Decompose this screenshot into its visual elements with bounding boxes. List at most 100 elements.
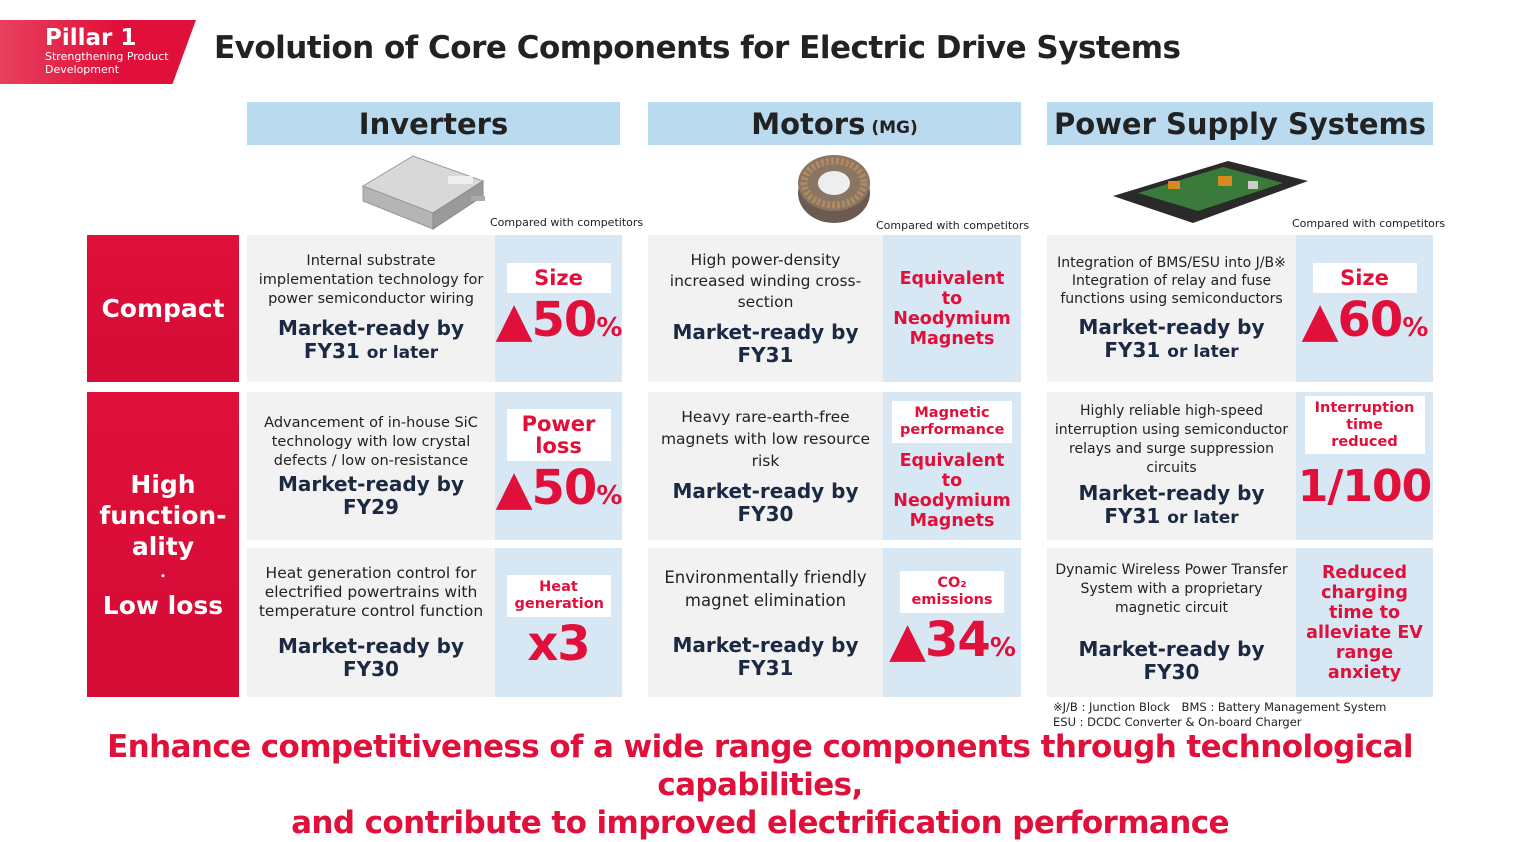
pillar-title: Pillar 1	[45, 25, 137, 51]
unit: %	[1402, 312, 1428, 343]
fiscal-year: FY31	[303, 339, 360, 363]
market-ready: Market-ready by FY31	[672, 632, 859, 680]
value: ▲50	[495, 291, 598, 348]
row-label-compact: Compact	[87, 235, 239, 382]
power-hf1-cell: Highly reliable high-speed interruption …	[1047, 392, 1296, 540]
compared-note: Compared with competitors	[1292, 217, 1446, 230]
column-name: Inverters	[358, 106, 509, 141]
footnote-line: ESU : DCDC Converter & On-board Charger	[1053, 715, 1302, 729]
market-ready-label: Market-ready by	[277, 316, 465, 340]
motor-hf1-highlight: Magnetic performance Equivalent to Neody…	[883, 392, 1021, 540]
market-ready: Market-ready by FY31 or later	[278, 317, 464, 365]
fiscal-year: FY31	[737, 655, 794, 680]
motor-compact-cell: High power-density increased winding cro…	[648, 235, 883, 382]
motor-hf1-cell: Heavy rare-earth-free magnets with low r…	[648, 392, 883, 540]
row-label-text: Low loss	[102, 590, 224, 620]
row-label-dot: ・	[156, 568, 169, 583]
fiscal-year: FY29	[343, 494, 399, 519]
metric-label: Size	[506, 262, 611, 293]
footnote: ※J/B : Junction Block BMS : Battery Mana…	[1053, 700, 1386, 730]
market-ready: Market-ready by FY31 or later	[1078, 482, 1264, 530]
footnote-line: ※J/B : Junction Block BMS : Battery Mana…	[1053, 700, 1387, 714]
market-ready: Market-ready by FY31	[672, 321, 858, 367]
or-later: or later	[366, 343, 439, 363]
metric-label: CO₂ emissions	[900, 570, 1004, 613]
inverter-hf2-cell: Heat generation control for electrified …	[247, 548, 495, 697]
or-later: or later	[1167, 341, 1239, 362]
fiscal-year: FY31	[1104, 504, 1161, 528]
row-label-text: function-	[99, 500, 227, 530]
market-ready: Market-ready by FY30	[1078, 638, 1264, 684]
tagline: Enhance competitiveness of a wide range …	[0, 728, 1520, 842]
market-ready-label: Market-ready by	[672, 320, 859, 344]
metric-value: ▲60%	[1301, 291, 1429, 355]
compared-note: Compared with competitors	[490, 216, 644, 229]
description: High power-density increased winding cro…	[669, 251, 862, 311]
value: ▲50	[495, 460, 598, 516]
power-compact-cell: Integration of BMS/ESU into J/B※ Integra…	[1047, 235, 1296, 382]
column-name: Motors	[751, 106, 866, 141]
market-ready-label: Market-ready by	[672, 632, 859, 657]
pillar-subtitle: Strengthening Product Development	[45, 50, 169, 76]
metric-label: Magnetic performance	[892, 401, 1012, 443]
fiscal-year: FY30	[343, 657, 399, 681]
inverter-compact-cell: Internal substrate implementation techno…	[247, 235, 495, 382]
fiscal-year: FY31	[1104, 337, 1161, 362]
description: Dynamic Wireless Power Transfer System w…	[1055, 562, 1288, 616]
row-label-text: High	[130, 469, 196, 499]
motor-hf2-highlight: CO₂ emissions ▲34%	[883, 548, 1021, 697]
inverter-hf1-cell: Advancement of in-house SiC technology w…	[247, 392, 495, 540]
column-header-power-supply: Power Supply Systems	[1047, 102, 1433, 145]
fiscal-year: FY30	[737, 502, 794, 526]
unit: %	[596, 312, 622, 343]
market-ready: Market-ready by FY30	[672, 480, 858, 526]
highlight-text: Equivalent to Neodymium Magnets	[893, 451, 1011, 531]
fiscal-year: FY31	[737, 343, 794, 367]
market-ready: Market-ready by FY29	[277, 471, 465, 519]
power-compact-highlight: Size ▲60%	[1296, 235, 1433, 382]
unit: %	[989, 632, 1016, 663]
column-name: Power Supply Systems	[1053, 106, 1427, 141]
tagline-line: Enhance competitiveness of a wide range …	[107, 729, 1413, 803]
description: Environmentally friendly magnet eliminat…	[664, 567, 867, 610]
row-label-text: ality	[131, 531, 195, 561]
row-label-high-functionality: High function- ality ・ Low loss	[87, 392, 239, 697]
page-title: Evolution of Core Components for Electri…	[214, 30, 1181, 66]
row-label-text: Compact	[101, 294, 225, 323]
metric-value: x3	[527, 615, 590, 672]
description: Integration of BMS/ESU into J/B※ Integra…	[1057, 254, 1286, 307]
tagline-line: and contribute to improved electrificati…	[291, 805, 1229, 841]
highlight-text: Reduced charging time to alleviate EV ra…	[1306, 562, 1423, 683]
metric-label: Heat generation	[506, 574, 611, 617]
power-supply-image	[1105, 150, 1315, 232]
metric-label: Size	[1312, 262, 1417, 293]
metric-value: 1/100	[1297, 461, 1433, 512]
power-hf2-cell: Dynamic Wireless Power Transfer System w…	[1047, 548, 1296, 697]
description: Internal substrate implementation techno…	[258, 253, 484, 307]
motor-compact-highlight: Equivalent to Neodymium Magnets	[883, 235, 1021, 382]
column-header-inverters: Inverters	[247, 102, 620, 145]
inverter-compact-highlight: Size ▲50%	[495, 235, 622, 382]
compared-note: Compared with competitors	[876, 219, 1030, 232]
value: ▲60	[1301, 291, 1404, 348]
metric-label: Power loss	[506, 409, 611, 461]
metric-value: ▲50%	[495, 291, 623, 355]
pillar-badge: Pillar 1 Strengthening Product Developme…	[0, 20, 196, 84]
description: Highly reliable high-speed interruption …	[1054, 403, 1289, 476]
description: Advancement of in-house SiC technology w…	[264, 414, 478, 469]
market-ready-label: Market-ready by	[277, 471, 465, 496]
market-ready-label: Market-ready by	[277, 634, 465, 658]
inverter-hf1-highlight: Power loss ▲50%	[495, 392, 622, 540]
metric-value: ▲34%	[889, 613, 1016, 675]
description: Heat generation control for electrified …	[258, 564, 484, 620]
description: Heavy rare-earth-free magnets with low r…	[660, 408, 871, 470]
power-hf2-highlight: Reduced charging time to alleviate EV ra…	[1296, 548, 1433, 697]
market-ready: Market-ready by FY31 or later	[1078, 314, 1265, 364]
metric-value: ▲50%	[495, 460, 623, 523]
metric-label: Interruption time reduced	[1304, 396, 1425, 454]
highlight-text: Equivalent to Neodymium Magnets	[893, 268, 1011, 349]
column-suffix: (MG)	[871, 117, 918, 138]
inverter-hf2-highlight: Heat generation x3	[495, 548, 622, 697]
market-ready-label: Market-ready by	[1078, 314, 1265, 339]
unit: %	[596, 481, 622, 511]
